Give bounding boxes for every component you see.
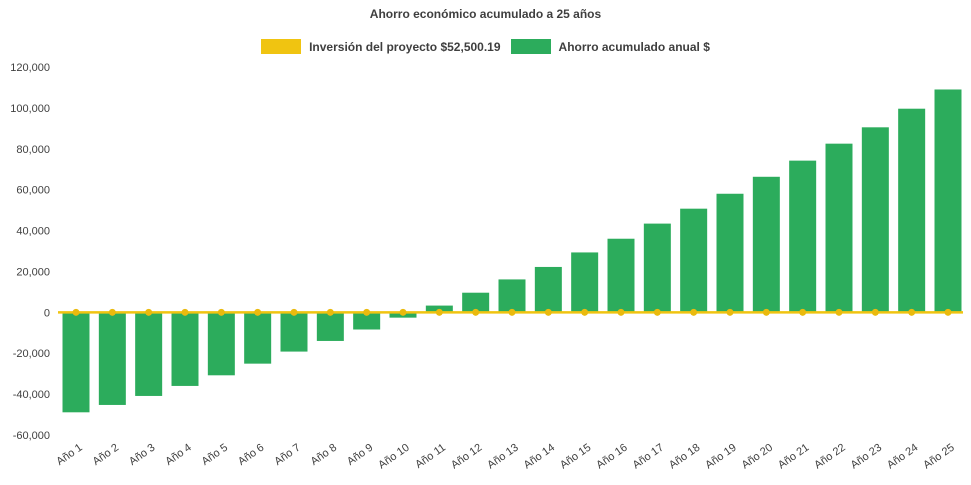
legend-label-savings: Ahorro acumulado anual $ [558, 39, 710, 54]
investment-line-marker [690, 308, 698, 316]
investment-line-marker [544, 308, 552, 316]
bar-ano-23 [861, 127, 889, 313]
bar-ano-14 [534, 266, 562, 313]
y-axis-tick-label: -40,000 [13, 389, 50, 401]
investment-line-marker [581, 308, 589, 316]
x-axis-category-label: Año 3 [127, 442, 157, 468]
investment-line-marker [944, 308, 952, 316]
bar-ano-18 [680, 208, 708, 313]
investment-line-marker [108, 308, 116, 316]
investment-line-marker [653, 308, 661, 316]
bar-ano-13 [498, 279, 526, 313]
x-axis-category-label: Año 4 [163, 442, 193, 468]
investment-line-marker [871, 308, 879, 316]
x-axis-category-label: Año 2 [91, 442, 121, 468]
x-axis-category-label: Año 15 [558, 442, 593, 472]
y-axis-tick-label: 60,000 [16, 185, 50, 197]
investment-line-marker [363, 308, 371, 316]
investment-line-marker [762, 308, 770, 316]
investment-line-marker [326, 308, 334, 316]
bar-ano-21 [789, 160, 817, 313]
x-axis-category-label: Año 22 [812, 442, 847, 472]
legend-swatch-savings [510, 39, 551, 54]
investment-line-marker [217, 308, 225, 316]
bar-ano-15 [571, 252, 599, 313]
x-axis-category-label: Año 8 [309, 442, 339, 468]
x-axis-category-label: Año 6 [236, 442, 266, 468]
legend-swatch-investment [261, 39, 302, 54]
bar-ano-9 [353, 312, 381, 330]
x-axis-category-label: Año 25 [921, 442, 956, 472]
x-axis-category-label: Año 13 [485, 442, 520, 472]
y-axis-tick-label: 20,000 [16, 266, 50, 278]
x-axis-category-label: Año 21 [776, 442, 811, 472]
investment-line-marker [835, 308, 843, 316]
x-axis-category-label: Año 11 [413, 442, 448, 471]
bar-ano-6 [244, 312, 272, 364]
investment-line-marker [617, 308, 625, 316]
bar-ano-22 [825, 143, 853, 313]
x-axis-category-label: Año 16 [594, 442, 629, 472]
investment-line-marker [181, 308, 189, 316]
x-axis-category-label: Año 23 [849, 442, 884, 472]
y-axis-tick-label: -60,000 [13, 430, 50, 442]
bar-ano-4 [171, 312, 199, 386]
bar-ano-19 [716, 193, 744, 313]
investment-line-marker [726, 308, 734, 316]
x-axis-category-label: Año 17 [631, 442, 666, 472]
x-axis-category-label: Año 10 [376, 442, 411, 472]
bar-ano-7 [280, 312, 308, 352]
bar-ano-5 [207, 312, 235, 376]
y-axis-tick-label: 120,000 [10, 62, 50, 74]
investment-line-marker [145, 308, 153, 316]
bar-ano-16 [607, 238, 635, 313]
bar-ano-8 [316, 312, 344, 341]
y-axis-tick-label: -20,000 [13, 348, 50, 360]
chart-title: Ahorro económico acumulado a 25 años [369, 7, 602, 21]
investment-line-marker [72, 308, 80, 316]
y-axis-tick-label: 0 [44, 307, 50, 319]
bar-ano-25 [934, 89, 962, 313]
x-axis-category-label: Año 19 [703, 442, 738, 472]
x-axis-category-label: Año 24 [885, 442, 920, 472]
x-axis-category-label: Año 20 [740, 442, 775, 472]
legend-label-investment: Inversión del proyecto $52,500.19 [309, 39, 501, 54]
bar-ano-17 [643, 223, 671, 313]
y-axis-tick-label: 40,000 [16, 226, 50, 238]
bar-ano-24 [898, 108, 926, 313]
investment-line-marker [472, 308, 480, 316]
bar-ano-12 [462, 292, 490, 313]
x-axis-category-label: Año 12 [449, 442, 484, 472]
x-axis-category-label: Año 5 [200, 442, 230, 468]
investment-line-marker [290, 308, 298, 316]
x-axis-category-label: Año 18 [667, 442, 702, 472]
x-axis-category-label: Año 7 [272, 442, 302, 468]
legend: Inversión del proyecto $52,500.19 Ahorro… [0, 39, 971, 54]
legend-item-savings: Ahorro acumulado anual $ [510, 39, 710, 54]
x-axis-category-label: Año 9 [345, 442, 375, 468]
investment-line-marker [508, 308, 516, 316]
legend-item-investment: Inversión del proyecto $52,500.19 [261, 39, 501, 54]
investment-line-marker [435, 308, 443, 316]
investment-line-marker [908, 308, 916, 316]
y-axis-tick-label: 80,000 [16, 144, 50, 156]
investment-line-marker [254, 308, 262, 316]
x-axis-category-label: Año 14 [522, 442, 557, 472]
x-axis-category-label: Año 1 [54, 442, 84, 468]
y-axis-tick-label: 100,000 [10, 103, 50, 115]
bar-ano-20 [752, 176, 780, 313]
investment-line-marker [799, 308, 807, 316]
investment-line-marker [399, 308, 407, 316]
bar-ano-3 [135, 312, 163, 396]
bar-ano-2 [98, 312, 126, 405]
bar-ano-1 [62, 312, 90, 413]
